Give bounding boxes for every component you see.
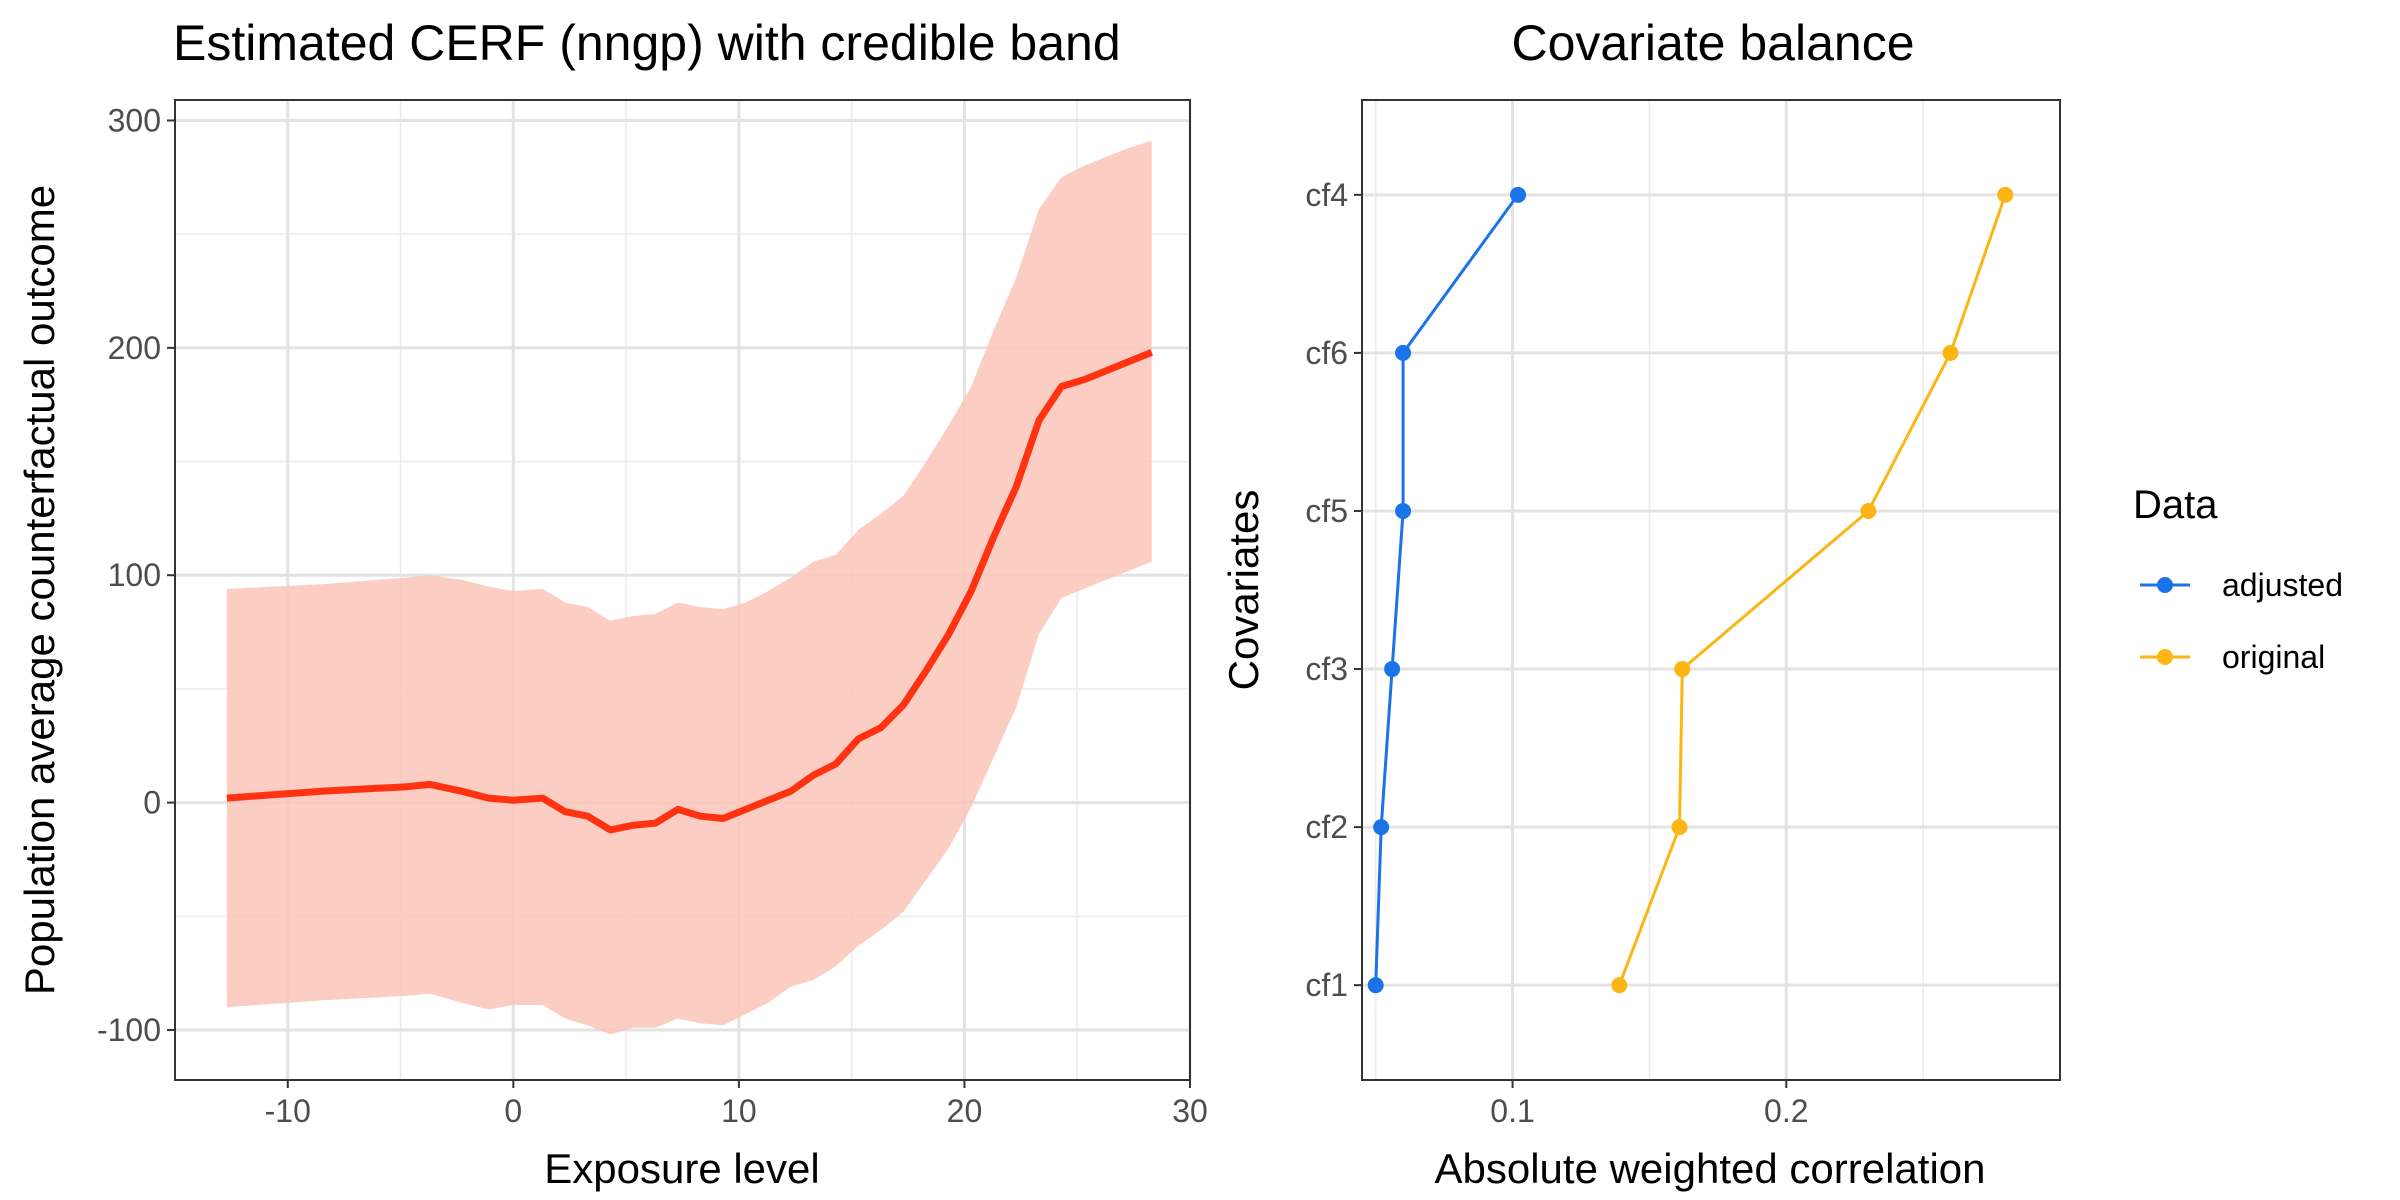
x-tick-label: 30 <box>1172 1093 1208 1129</box>
point-original <box>1611 977 1628 994</box>
x-tick-label: 0.1 <box>1490 1093 1534 1129</box>
balance-panel-border <box>1361 99 2061 1081</box>
balance-x-axis-title: Absolute weighted correlation <box>1434 1145 1985 1192</box>
legend-key-point <box>2157 649 2173 665</box>
y-tick-label: 200 <box>108 330 161 366</box>
y-tick-label: cf2 <box>1305 809 1348 845</box>
y-tick-label: cf1 <box>1305 967 1348 1003</box>
balance-series <box>1367 186 2014 994</box>
legend-key-point <box>2157 577 2173 593</box>
balance-y-axis: cf1 cf2 cf3 cf5 cf6 cf4 <box>1305 177 1362 1003</box>
cerf-x-axis-title: Exposure level <box>544 1145 819 1192</box>
point-original <box>1860 502 1877 519</box>
balance-panel: Covariate balance 0.1 0.2 cf1 cf2 cf3 cf5 cf6… <box>1220 15 2061 1192</box>
balance-grid <box>1362 100 2060 1080</box>
x-tick-label: 20 <box>947 1093 983 1129</box>
point-adjusted <box>1367 977 1384 994</box>
cerf-line <box>226 349 1154 834</box>
cerf-y-axis: -100 0 100 200 300 <box>97 102 175 1048</box>
y-tick-label: 100 <box>108 557 161 593</box>
point-adjusted <box>1510 186 1527 203</box>
point-adjusted <box>1395 344 1412 361</box>
balance-y-axis-title: Covariates <box>1220 490 1267 691</box>
point-adjusted <box>1395 502 1412 519</box>
y-tick-label: cf5 <box>1305 493 1348 529</box>
point-original <box>1942 344 1959 361</box>
y-tick-label: 300 <box>108 102 161 138</box>
x-tick-label: 0 <box>504 1093 522 1129</box>
point-original <box>1674 661 1691 678</box>
x-tick-label: 0.2 <box>1764 1093 1808 1129</box>
legend-label-adjusted: adjusted <box>2222 567 2343 603</box>
cerf-y-axis-title: Population average counterfactual outcom… <box>16 185 63 995</box>
series-line-adjusted <box>1374 193 1520 986</box>
y-tick-label: cf4 <box>1305 177 1348 213</box>
legend: Data adjusted original <box>2133 483 2343 675</box>
point-adjusted <box>1384 661 1401 678</box>
x-tick-label: -10 <box>265 1093 311 1129</box>
y-tick-label: 0 <box>143 785 161 821</box>
cerf-title: Estimated CERF (nngp) with credible band <box>173 15 1121 71</box>
credible-band <box>226 140 1152 1035</box>
cerf-panel: Estimated CERF (nngp) with credible band… <box>16 15 1208 1192</box>
legend-title: Data <box>2133 483 2218 527</box>
cerf-panel-border <box>174 99 1191 1081</box>
series-line-original <box>1617 194 2007 986</box>
point-adjusted <box>1373 819 1390 836</box>
y-tick-label: cf3 <box>1305 651 1348 687</box>
balance-x-axis: 0.1 0.2 <box>1490 1080 1809 1129</box>
y-tick-label: cf6 <box>1305 335 1348 371</box>
x-tick-label: 10 <box>721 1093 757 1129</box>
balance-title: Covariate balance <box>1511 15 1914 71</box>
legend-label-original: original <box>2222 639 2325 675</box>
y-tick-label: -100 <box>97 1012 161 1048</box>
cerf-x-axis: -10 0 10 20 30 <box>265 1080 1208 1129</box>
point-original <box>1997 186 2014 203</box>
point-original <box>1671 819 1688 836</box>
